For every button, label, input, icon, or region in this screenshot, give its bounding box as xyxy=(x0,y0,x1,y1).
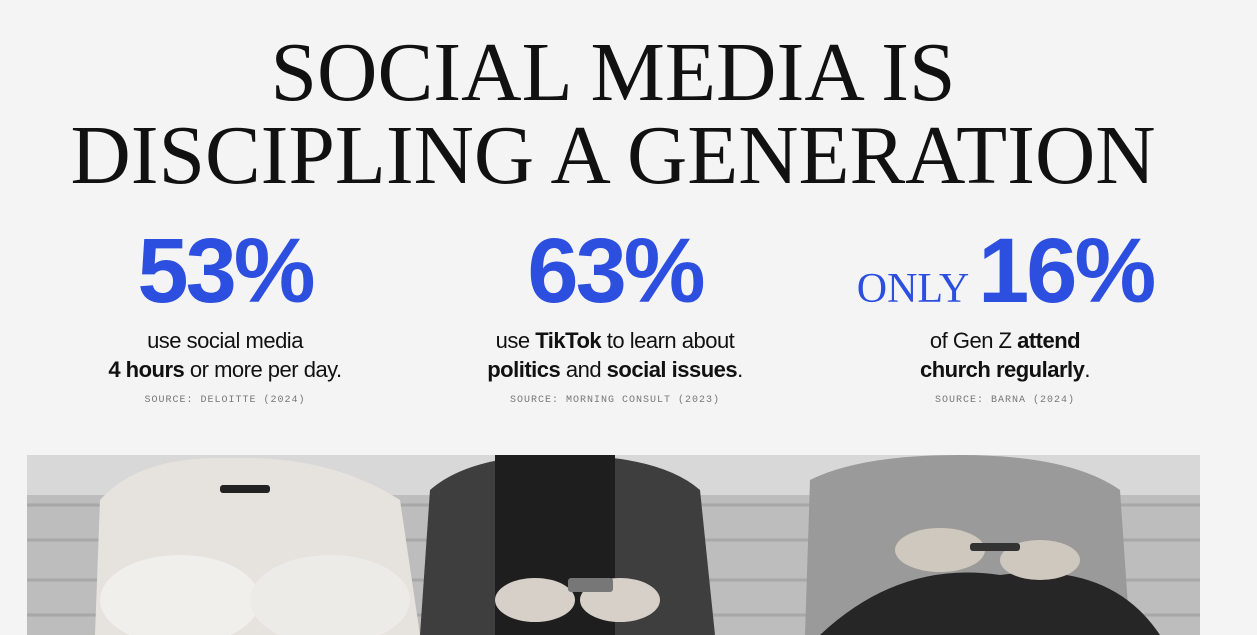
stat-figure: 63% xyxy=(527,220,703,322)
emphasis: attend xyxy=(1017,328,1080,353)
stat-source: SOURCE: BARNA (2024) xyxy=(935,394,1075,406)
stat-figure: ONLY 16% xyxy=(857,220,1155,322)
stat-description: 4 hours or more per day. xyxy=(108,357,341,382)
stat-description: politics and social issues. xyxy=(487,357,743,382)
emphasis: church regularly xyxy=(920,357,1086,382)
stat-value: 63% xyxy=(527,220,703,322)
emphasis: politics xyxy=(487,357,560,382)
stat-figure: 53% xyxy=(137,220,313,322)
text-segment: and xyxy=(560,357,606,382)
stat-source: SOURCE: DELOITTE (2024) xyxy=(144,394,305,406)
stat-description: use TikTok to learn about xyxy=(496,328,735,353)
text-segment: of Gen Z xyxy=(930,328,1017,353)
text-segment: use xyxy=(496,328,536,353)
stat-description: use social media xyxy=(147,328,304,353)
emphasis: TikTok xyxy=(535,328,602,353)
title-line: DISCIPLING A GENERATION xyxy=(71,109,1156,202)
text-segment: . xyxy=(737,357,743,382)
text-segment: . xyxy=(1084,357,1090,382)
emphasis: 4 hours xyxy=(108,357,184,382)
stat-value: 16% xyxy=(978,220,1154,322)
text-segment: or more per day. xyxy=(184,357,341,382)
text-segment: to learn about xyxy=(601,328,735,353)
stat-source: SOURCE: MORNING CONSULT (2023) xyxy=(510,394,720,406)
emphasis: social issues xyxy=(607,357,738,382)
stat-description: of Gen Z attend xyxy=(930,328,1080,353)
text-segment: use social media xyxy=(147,328,304,353)
title-line: SOCIAL MEDIA IS xyxy=(271,26,956,119)
photo xyxy=(27,455,1200,635)
stat-value: 53% xyxy=(137,220,313,322)
stat-prefix: ONLY xyxy=(857,266,969,312)
stat-description: church regularly. xyxy=(920,357,1090,382)
